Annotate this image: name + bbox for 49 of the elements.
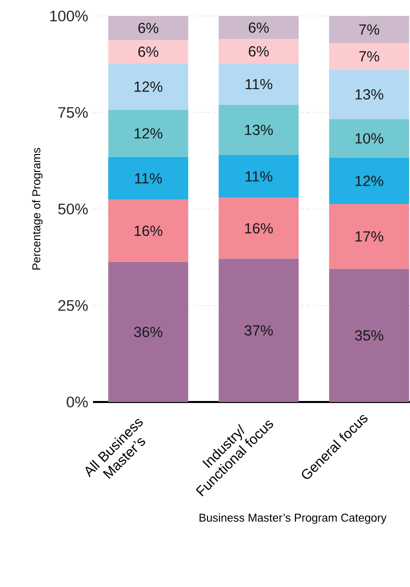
bar bbox=[218, 104, 299, 155]
data-label: 17% bbox=[356, 231, 384, 242]
x-axis-title: Business Master’s Program Category bbox=[200, 513, 387, 524]
data-label: 10% bbox=[356, 133, 384, 144]
bar bbox=[108, 16, 188, 40]
data-label: 13% bbox=[245, 124, 273, 136]
bar bbox=[329, 43, 410, 70]
data-label: 12% bbox=[356, 176, 384, 186]
bar bbox=[329, 204, 410, 269]
bar bbox=[218, 63, 299, 105]
y-tick-label: 25% bbox=[58, 300, 88, 311]
bar bbox=[329, 158, 410, 204]
bar bbox=[329, 16, 410, 44]
data-label: 11% bbox=[135, 173, 162, 184]
data-label: 6% bbox=[138, 22, 158, 34]
bar bbox=[218, 39, 299, 64]
y-tick-label: 75% bbox=[58, 107, 88, 118]
y-axis-title: Percentage of Programs bbox=[32, 148, 43, 270]
bar bbox=[218, 154, 299, 198]
data-label: 37% bbox=[244, 325, 273, 336]
data-label: 6% bbox=[138, 46, 158, 57]
data-label: 16% bbox=[134, 226, 162, 236]
bar bbox=[218, 258, 299, 402]
data-label: 12% bbox=[134, 82, 162, 92]
bar bbox=[108, 40, 188, 64]
bar bbox=[329, 268, 410, 402]
y-tick-label: 50% bbox=[58, 204, 88, 214]
bar bbox=[329, 119, 410, 158]
data-label: 35% bbox=[355, 330, 384, 341]
data-label: 6% bbox=[248, 22, 269, 33]
data-label: 13% bbox=[356, 89, 384, 100]
bar bbox=[218, 16, 299, 40]
y-tick-label: 100% bbox=[50, 10, 88, 22]
bar bbox=[108, 262, 188, 402]
data-label: 7% bbox=[359, 24, 380, 35]
data-label: 12% bbox=[134, 128, 162, 139]
data-label: 7% bbox=[359, 51, 380, 62]
bar bbox=[218, 198, 299, 259]
data-label: 11% bbox=[246, 79, 272, 90]
bar bbox=[108, 110, 188, 157]
data-label: 36% bbox=[134, 326, 162, 338]
bar bbox=[329, 70, 410, 120]
bar bbox=[108, 200, 188, 262]
data-label: 16% bbox=[245, 223, 273, 234]
data-label: 6% bbox=[248, 46, 269, 57]
y-tick-label: 0% bbox=[66, 396, 88, 408]
bar bbox=[108, 63, 188, 110]
data-label: 11% bbox=[246, 171, 272, 182]
bar bbox=[108, 156, 188, 200]
